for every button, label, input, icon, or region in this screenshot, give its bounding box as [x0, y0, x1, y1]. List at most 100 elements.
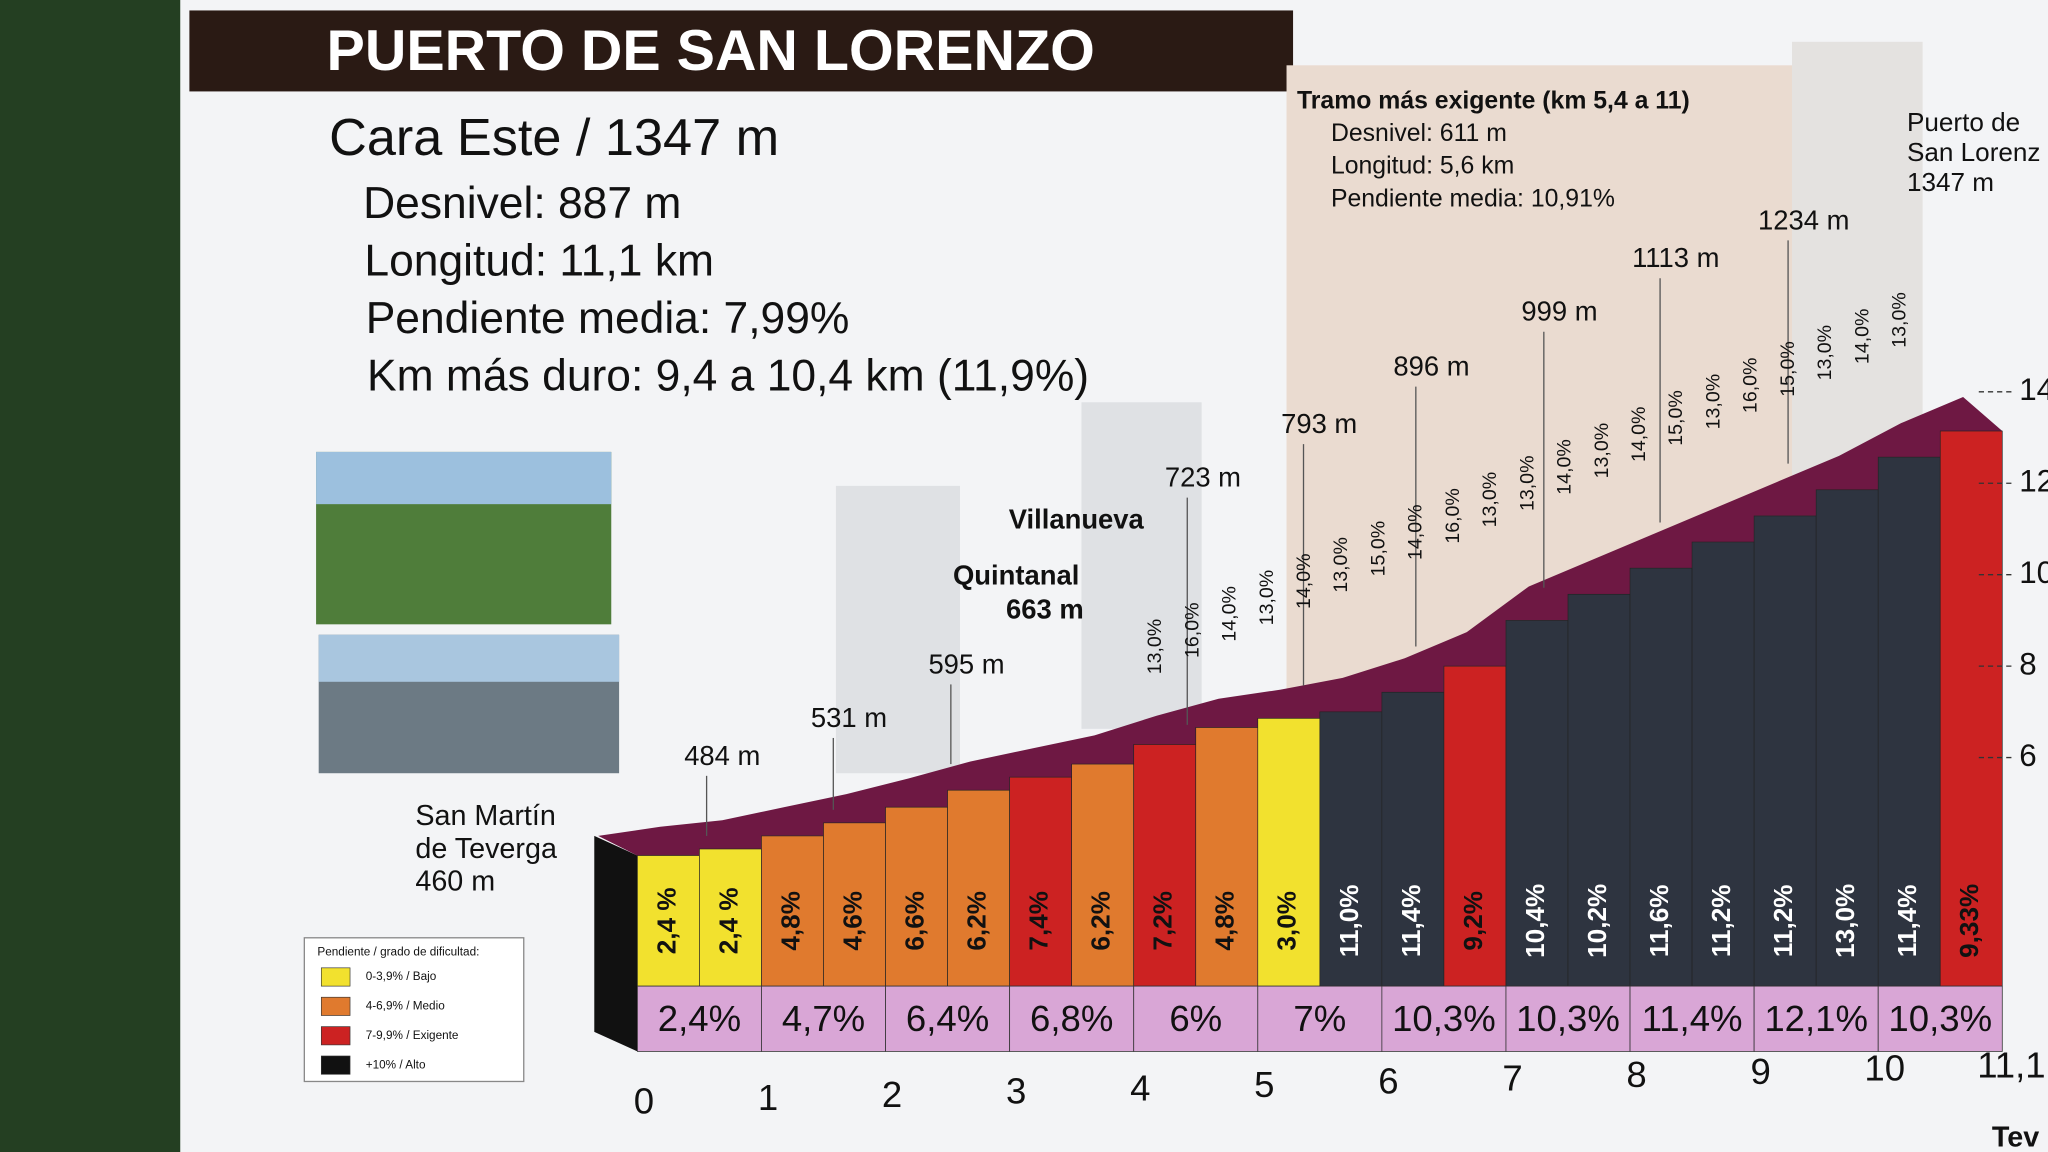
- gradient-segment: [1877, 456, 1941, 987]
- hardest-heading: Tramo más exigente (km 5,4 a 11): [1297, 87, 1690, 114]
- content: Cara Este / 1347 m Desnivel: 887 m Longitu…: [317, 87, 2048, 1152]
- elevation-label: 531 m: [811, 702, 887, 733]
- steep-label: 16,0%: [1181, 602, 1203, 658]
- steep-label: 14,0%: [1851, 309, 1873, 365]
- km-label: 11,1: [1977, 1044, 2045, 1085]
- start-label: 460 m: [415, 866, 495, 898]
- steep-label: 13,0%: [1144, 619, 1166, 675]
- km-average-cell: [1257, 985, 1383, 1052]
- summary-line: Km más duro: 9,4 a 10,4 km (11,9%): [367, 352, 1089, 401]
- gradient-segment: [1381, 691, 1445, 987]
- gradient-segment: [1071, 763, 1135, 987]
- segment-label: 6,6%: [899, 891, 929, 951]
- summary-heading: Cara Este / 1347 m: [329, 109, 779, 167]
- segment-label: 6,2%: [1086, 891, 1116, 951]
- segment-label: 3,0%: [1272, 891, 1302, 951]
- legend-label: 0-3,9% / Bajo: [366, 970, 437, 983]
- gradient-segment: [761, 835, 824, 987]
- legend-label: 7-9,9% / Exigente: [366, 1029, 459, 1042]
- km-label: 2: [882, 1074, 902, 1115]
- km-label: 8: [1626, 1054, 1646, 1095]
- km-label: 0: [634, 1080, 654, 1121]
- gradient-segment: [1567, 593, 1631, 987]
- column-bg: [1081, 402, 1202, 729]
- foliage: [0, 0, 209, 1152]
- column-bg: [835, 485, 960, 774]
- km-average: 10,3%: [1516, 998, 1620, 1039]
- title-bar: [189, 10, 1294, 92]
- gradient-segment: [699, 848, 762, 987]
- side-axis-label: 8: [2019, 646, 2036, 681]
- km-average: 12,1%: [1764, 998, 1868, 1039]
- km-label: 4: [1130, 1067, 1150, 1108]
- km-average-cell: [1753, 985, 1879, 1052]
- segment-label: 2,4 %: [651, 887, 681, 954]
- gradient-segment: [1629, 567, 1693, 987]
- gradient-segment: [823, 822, 886, 987]
- segment-label: 11,6%: [1644, 885, 1674, 958]
- gradient-segment: [637, 855, 700, 987]
- steep-label: 13,0%: [1516, 456, 1538, 512]
- steep-label: 13,0%: [1591, 423, 1613, 479]
- steep-label: 13,0%: [1256, 570, 1278, 626]
- km-average-cell: [1009, 985, 1135, 1052]
- segment-label: 7,4%: [1024, 891, 1054, 951]
- steep-label: 13,0%: [1479, 472, 1501, 528]
- hardest-line: Desnivel: 611 m: [1331, 120, 1507, 147]
- place-label: 663 m: [1006, 594, 1084, 625]
- elevation-label: 484 m: [684, 740, 760, 771]
- km-average: 6,8%: [1030, 998, 1113, 1039]
- side-axis-label: 10: [2019, 555, 2048, 590]
- km-average: 2,4%: [658, 998, 741, 1039]
- footer-brand: Tev: [1992, 1122, 2039, 1152]
- segment-label: 11,4%: [1396, 885, 1426, 958]
- steep-label: 15,0%: [1367, 521, 1389, 577]
- km-average: 6%: [1169, 998, 1222, 1039]
- summit-label: Puerto de: [1907, 107, 2020, 137]
- km-label: 6: [1378, 1061, 1398, 1102]
- segment-label: 9,2%: [1458, 891, 1488, 951]
- gradient-segment: [1939, 430, 2003, 987]
- hardest-line: Longitud: 5,6 km: [1331, 153, 1514, 180]
- steep-label: 15,0%: [1665, 390, 1687, 446]
- profile-side: [594, 835, 638, 1052]
- segment-label: 11,4%: [1892, 885, 1922, 958]
- photo-sky: [316, 451, 612, 505]
- km-average: 7%: [1293, 998, 1346, 1039]
- km-label: 7: [1502, 1057, 1522, 1098]
- elevation-label: 595 m: [928, 648, 1004, 679]
- start-label: de Teverga: [415, 833, 557, 865]
- steep-label: 14,0%: [1219, 586, 1241, 642]
- km-label: 3: [1006, 1071, 1026, 1112]
- km-average-cell: [885, 985, 1011, 1052]
- side-axis-label: 14: [2019, 372, 2048, 407]
- km-average: 6,4%: [906, 998, 989, 1039]
- segment-label: 10,2%: [1582, 884, 1612, 958]
- summit-label: 1347 m: [1907, 167, 1994, 197]
- gradient-segment: [1815, 489, 1879, 987]
- segment-label: 9,33%: [1954, 884, 1984, 958]
- segment-label: 4,8%: [1210, 891, 1240, 951]
- steep-label: 14,0%: [1293, 553, 1315, 609]
- summary-line: Desnivel: 887 m: [363, 179, 681, 228]
- gradient-segment: [1195, 727, 1259, 987]
- summit-label: San Lorenz: [1907, 137, 2041, 167]
- place-label: Quintanal: [953, 560, 1079, 591]
- km-average-cell: [1133, 985, 1259, 1052]
- elevation-label: 999 m: [1521, 296, 1597, 327]
- legend-label: 4-6,9% / Medio: [366, 999, 445, 1012]
- steep-label: 13,0%: [1889, 292, 1911, 348]
- steep-label: 13,0%: [1330, 537, 1352, 593]
- start-label: San Martín: [415, 800, 555, 832]
- steep-label: 14,0%: [1554, 439, 1576, 495]
- elevation-label: 793 m: [1281, 408, 1357, 439]
- legend-swatch: [320, 1026, 351, 1046]
- segment-label: 11,0%: [1334, 885, 1364, 958]
- column-bg: [1792, 41, 1923, 486]
- segment-label: 6,2%: [962, 891, 992, 951]
- gradient-segment: [1257, 718, 1321, 987]
- elevation-label: 1113 m: [1632, 242, 1719, 273]
- segment-label: 4,6%: [837, 891, 867, 951]
